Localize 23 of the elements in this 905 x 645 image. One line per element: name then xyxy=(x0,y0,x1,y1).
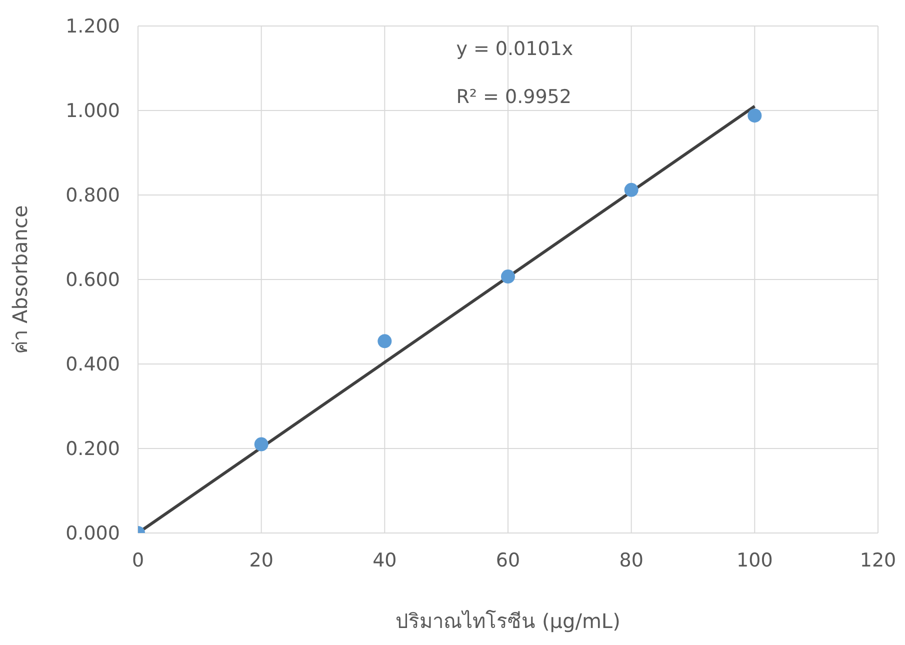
point xyxy=(254,437,268,452)
annotation: R² = 0.9952 xyxy=(456,86,572,108)
annotation: y = 0.0101x xyxy=(456,38,574,60)
x-tick-label: 20 xyxy=(249,549,274,572)
point xyxy=(748,108,762,123)
x-tick-label: 40 xyxy=(372,549,397,572)
x-tick-label: 60 xyxy=(496,549,520,572)
y-tick-label: 0.000 xyxy=(66,522,120,545)
y-tick-label: 0.800 xyxy=(66,184,120,207)
y-tick-label: 1.000 xyxy=(66,100,120,122)
y-tick-label: 1.200 xyxy=(66,16,120,38)
y-tick-label: 0.600 xyxy=(66,269,120,292)
y-tick-label: 0.200 xyxy=(66,438,120,460)
point xyxy=(378,334,392,348)
point xyxy=(501,270,515,284)
y-axis-title: ค่า Absorbance xyxy=(8,205,32,354)
x-tick-label: 80 xyxy=(619,549,644,572)
point xyxy=(624,182,638,197)
x-tick-label: 120 xyxy=(860,549,896,572)
x-tick-label: 100 xyxy=(736,549,773,572)
x-axis-title: ปริมาณไทโรซีน (μg/mL) xyxy=(396,609,620,633)
x-tick-label: 0 xyxy=(132,549,144,572)
y-tick-label: 0.400 xyxy=(66,354,120,376)
